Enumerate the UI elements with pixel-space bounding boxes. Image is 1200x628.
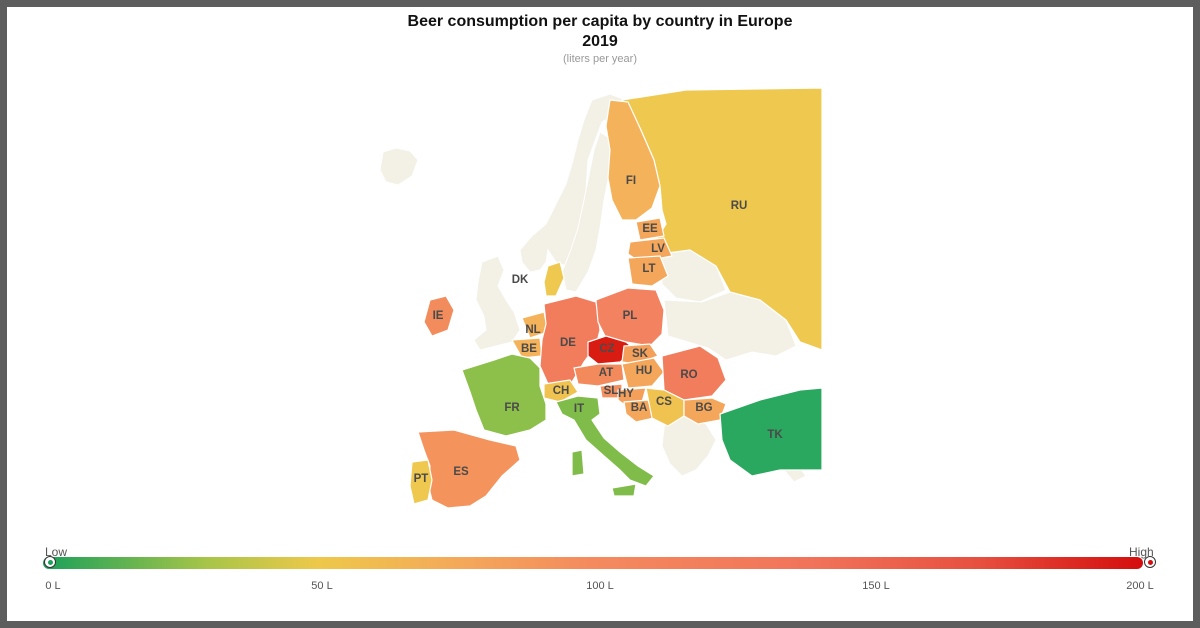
country-label-ro: RO (680, 369, 697, 381)
country-label-sl: SL (604, 385, 619, 397)
country-label-sk: SK (632, 348, 649, 360)
country-label-ru: RU (731, 200, 748, 212)
country-label-nl: NL (525, 324, 540, 336)
country-IT[interactable] (555, 395, 655, 487)
country-label-ba: BA (631, 402, 648, 414)
legend-low-label: Low (45, 545, 68, 559)
sweden-shape (561, 131, 613, 293)
country-PT[interactable] (409, 459, 433, 505)
country-IT-sardinia[interactable] (571, 449, 585, 477)
country-EE[interactable] (635, 217, 665, 241)
country-label-ch: CH (553, 385, 570, 397)
country-label-it: IT (574, 403, 584, 415)
high-handle[interactable] (1144, 556, 1156, 568)
country-IT-sicily[interactable] (611, 483, 637, 497)
color-scale-bar (43, 557, 1143, 569)
country-PL[interactable] (595, 287, 665, 347)
country-label-ee: EE (642, 223, 658, 235)
country-FI[interactable] (605, 99, 661, 221)
tick-label: 0 L (45, 580, 61, 592)
country-CH[interactable] (543, 379, 579, 403)
country-BA[interactable] (623, 399, 655, 423)
country-label-cz: CZ (599, 343, 614, 355)
country-label-be: BE (521, 343, 537, 355)
uk-shape (473, 255, 521, 351)
country-ES[interactable] (417, 429, 521, 509)
country-label-bg: BG (695, 402, 712, 414)
country-label-at: AT (599, 367, 613, 379)
chart-subtitle: (liters per year) (563, 53, 637, 65)
no-data-land (379, 93, 807, 483)
tick-label: 150 L (862, 580, 890, 592)
tick-label: 50 L (311, 580, 333, 592)
country-TK[interactable] (719, 387, 823, 477)
country-label-cs: CS (656, 396, 672, 408)
country-label-hy: HY (618, 388, 634, 400)
country-label-tk: TK (767, 429, 783, 441)
country-label-es: ES (453, 466, 469, 478)
country-label-pt: PT (414, 473, 429, 485)
country-label-dk: DK (512, 274, 529, 286)
iceland-shape (379, 147, 419, 186)
country-FR[interactable] (461, 353, 547, 437)
country-label-ie: IE (433, 310, 444, 322)
scandinavia-shape (519, 93, 627, 273)
country-label-lt: LT (642, 263, 655, 275)
country-label-de: DE (560, 337, 576, 349)
country-label-pl: PL (623, 310, 638, 322)
country-label-lv: LV (651, 243, 665, 255)
chart-title: Beer consumption per capita by country i… (407, 13, 793, 30)
tick-label: 100 L (586, 580, 614, 592)
country-label-fi: FI (626, 175, 636, 187)
country-LT[interactable] (627, 255, 669, 287)
country-IE[interactable] (423, 295, 455, 337)
legend-high-label: High (1129, 545, 1154, 559)
country-AT[interactable] (573, 363, 625, 387)
country-label-fr: FR (504, 402, 520, 414)
country-label-hu: HU (636, 365, 653, 377)
tick-label: 200 L (1126, 580, 1154, 592)
chart-year: 2019 (582, 33, 618, 50)
country-HU[interactable] (621, 357, 665, 389)
low-handle[interactable] (44, 556, 56, 568)
country-DK[interactable] (543, 261, 565, 297)
